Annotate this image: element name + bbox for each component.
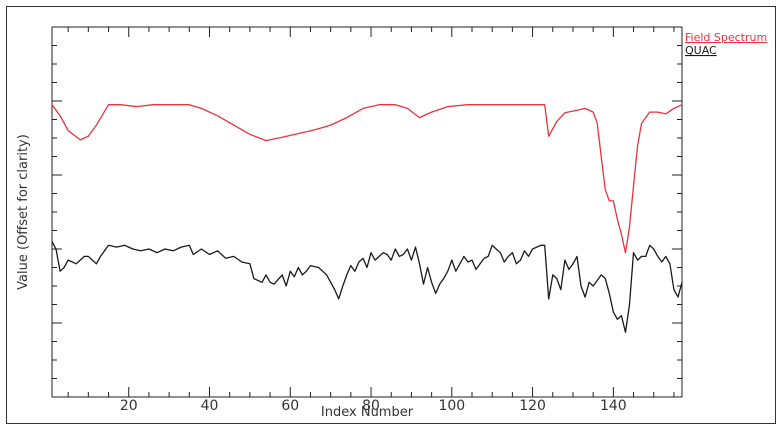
x-tick-label: 140 — [600, 398, 627, 414]
x-tick-label: 100 — [438, 398, 465, 414]
x-axis-ticks: 20 40 60 80 100 120 140 — [67, 27, 675, 414]
plot-area — [51, 26, 683, 398]
x-tick-label: 60 — [281, 398, 299, 414]
series-line-quac — [51, 241, 683, 333]
series-layer — [51, 104, 683, 333]
legend-entry-field-spectrum: Field Spectrum — [685, 31, 767, 44]
legend-entry-quac: QUAC — [685, 44, 717, 57]
x-axis-label: Index Number — [321, 405, 414, 420]
chart-frame — [6, 6, 776, 424]
y-axis-ticks — [52, 26, 682, 398]
x-tick-label: 120 — [519, 398, 546, 414]
x-tick-label: 20 — [120, 398, 138, 414]
y-axis-label: Value (Offset for clarity) — [16, 134, 31, 290]
x-tick-label: 80 — [362, 398, 380, 414]
x-tick-label: 40 — [201, 398, 219, 414]
series-line-field-spectrum — [51, 104, 683, 254]
